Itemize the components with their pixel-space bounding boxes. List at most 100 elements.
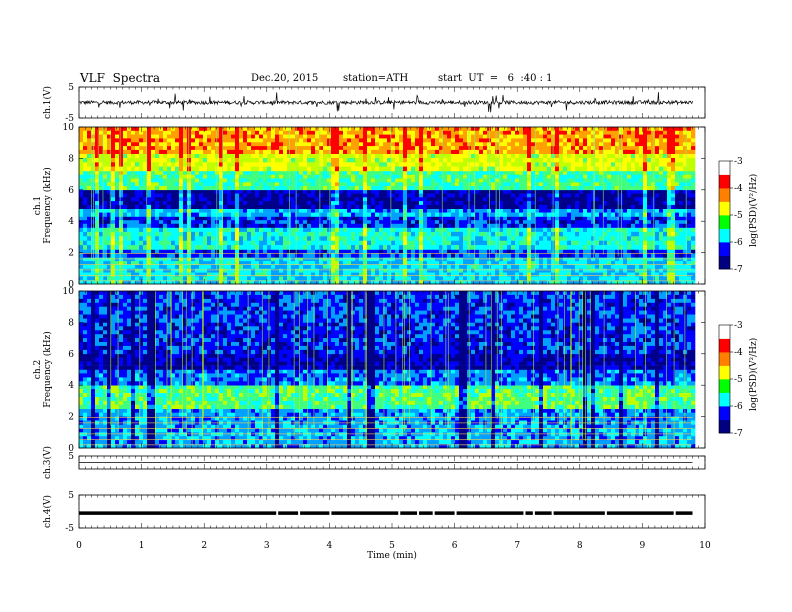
colorbar-label: log(PSD)(V²/Hz) [748, 174, 759, 247]
time-tick-label: 6 [452, 541, 458, 551]
y-tick-label: 10 [63, 287, 75, 297]
colorbar-cell [719, 389, 730, 393]
colorbar-cell [719, 354, 730, 358]
colorbar-cell [719, 430, 730, 434]
colorbar-cell [719, 365, 730, 369]
colorbar-cell [719, 387, 730, 391]
time-tick-label: 10 [699, 541, 711, 551]
colorbar-cell [719, 231, 730, 235]
colorbar-cell [719, 247, 730, 251]
colorbar-cell [719, 338, 730, 342]
time-tick-label: 0 [76, 541, 82, 551]
colorbar-cell [719, 416, 730, 420]
colorbar-cell [719, 379, 730, 383]
time-axis-label: Time (min) [367, 550, 417, 561]
colorbar-cell [719, 236, 730, 240]
colorbar-cell [719, 406, 730, 410]
y-tick-label: 6 [68, 350, 74, 360]
colorbar-cell [719, 233, 730, 237]
ch4-gap-3 [398, 510, 401, 517]
colorbar-cell [719, 370, 730, 374]
y-tick-label: 8 [68, 318, 74, 328]
colorbar-cell [719, 368, 730, 372]
y-tick-label: 2 [68, 413, 74, 423]
y-tick-label: -5 [65, 114, 74, 124]
colorbar-cell [719, 263, 730, 267]
colorbar-cell [719, 244, 730, 248]
colorbar-cell [719, 395, 730, 399]
y-tick-label: 10 [63, 123, 75, 133]
colorbar-cell [719, 349, 730, 353]
colorbar-cell [719, 381, 730, 385]
date-label: Dec.20, 2015 [251, 73, 319, 84]
colorbar-tick-label: -4 [734, 348, 743, 358]
colorbar-tick-label: -5 [734, 375, 743, 385]
colorbar-cell [719, 209, 730, 213]
colorbar-cell [719, 166, 730, 170]
colorbar-cell [719, 373, 730, 377]
colorbar-cell [719, 225, 730, 229]
colorbar-cell [719, 384, 730, 388]
y-tick-label: 6 [68, 186, 74, 196]
time-tick-label: 3 [264, 541, 270, 551]
colorbar-cell [719, 346, 730, 350]
colorbar-cell [719, 223, 730, 227]
colorbar-cell [719, 193, 730, 197]
colorbar-cell [719, 260, 730, 264]
time-tick-label: 2 [201, 541, 207, 551]
colorbar-cell [719, 333, 730, 337]
station-label: station=ATH [343, 73, 409, 84]
colorbar-cell [719, 252, 730, 256]
colorbar-cell [719, 196, 730, 200]
colorbar-cell [719, 266, 730, 270]
colorbar-cell [719, 327, 730, 331]
colorbar-cell [719, 357, 730, 361]
colorbar-cell [719, 206, 730, 210]
colorbar-cell [719, 215, 730, 219]
colorbar-cell [719, 185, 730, 189]
ch4-gap-10 [604, 510, 607, 517]
time-tick-label: 5 [389, 541, 395, 551]
time-tick-label: 4 [327, 541, 333, 551]
y-tick-label: 8 [68, 154, 74, 164]
colorbar-cell [719, 163, 730, 167]
y-axis-label: ch.4(V) [42, 495, 53, 528]
ch4-gap-2 [329, 510, 332, 517]
colorbar-tick-label: -4 [734, 184, 743, 194]
ch4-gap-8 [532, 510, 535, 517]
colorbar-cell [719, 343, 730, 347]
colorbar-cell [719, 182, 730, 186]
y-axis-label: ch.3(V) [42, 446, 53, 479]
colorbar-cell [719, 242, 730, 246]
colorbar-cell [719, 220, 730, 224]
colorbar-label: log(PSD)(V²/Hz) [748, 338, 759, 411]
colorbar-cell [719, 400, 730, 404]
ch4-gap-9 [551, 510, 554, 517]
colorbar-tick-label: -5 [734, 211, 743, 221]
y-axis-label: Frequency (kHz) [42, 331, 53, 408]
y-axis-label: Frequency (kHz) [42, 167, 53, 244]
colorbar-cell [719, 341, 730, 345]
colorbar-cell [719, 190, 730, 194]
time-tick-label: 7 [514, 541, 520, 551]
colorbar-cell [719, 414, 730, 418]
colorbar-tick-label: -3 [734, 157, 743, 167]
colorbar-tick-label: -3 [734, 321, 743, 331]
y-tick-label: 0 [68, 280, 74, 290]
ch4-gap-1 [298, 510, 301, 517]
ch4-gap-4 [417, 510, 420, 517]
ch-1-waveform-trace [78, 92, 693, 113]
colorbar-cell [719, 424, 730, 428]
colorbar-cell [719, 198, 730, 202]
colorbar-cell [719, 161, 730, 165]
y-tick-label: 4 [68, 217, 74, 227]
figure-title: VLF Spectra [80, 71, 161, 85]
y-axis-label: ch.1 [33, 196, 43, 215]
colorbar-cell [719, 250, 730, 254]
time-tick-label: 8 [577, 541, 583, 551]
colorbar-cell [719, 335, 730, 339]
ch4-gap-7 [523, 510, 526, 517]
colorbar-cell [719, 188, 730, 192]
colorbar-cell [719, 169, 730, 173]
colorbar-tick-label: -6 [734, 402, 743, 412]
